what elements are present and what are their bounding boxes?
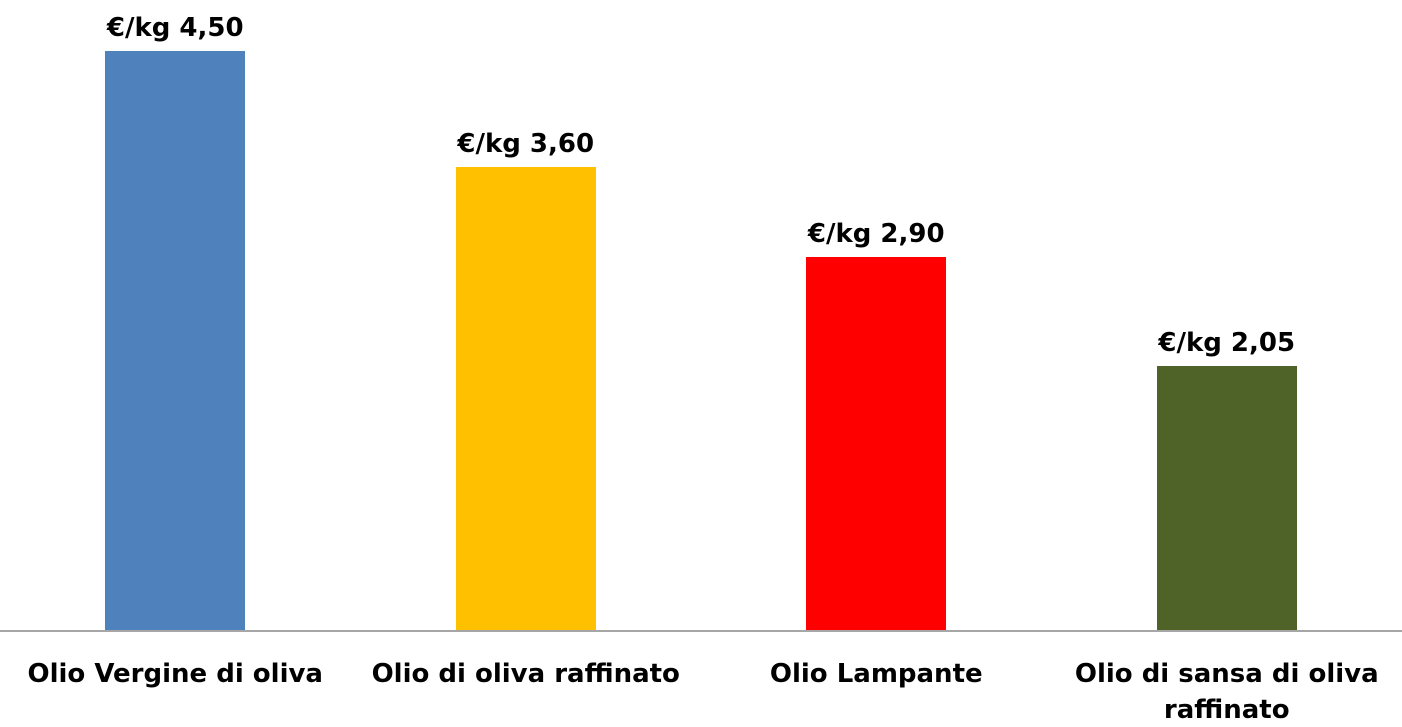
value-label: €/kg 2,05 [1158, 328, 1296, 359]
value-label: €/kg 2,90 [807, 218, 945, 249]
category-label: Olio di oliva raffinato [371, 659, 680, 689]
axis-line [0, 630, 1402, 632]
bar [455, 166, 596, 630]
bar [105, 51, 246, 630]
category-label: Olio Lampante [769, 659, 983, 689]
bar [806, 256, 947, 630]
category-label: Olio di sansa di oliva raffinato [1074, 659, 1379, 725]
value-label: €/kg 4,50 [106, 13, 244, 43]
category-label: Olio Vergine di oliva [27, 659, 323, 689]
value-label: €/kg 3,60 [457, 128, 595, 159]
bar [1156, 366, 1297, 630]
